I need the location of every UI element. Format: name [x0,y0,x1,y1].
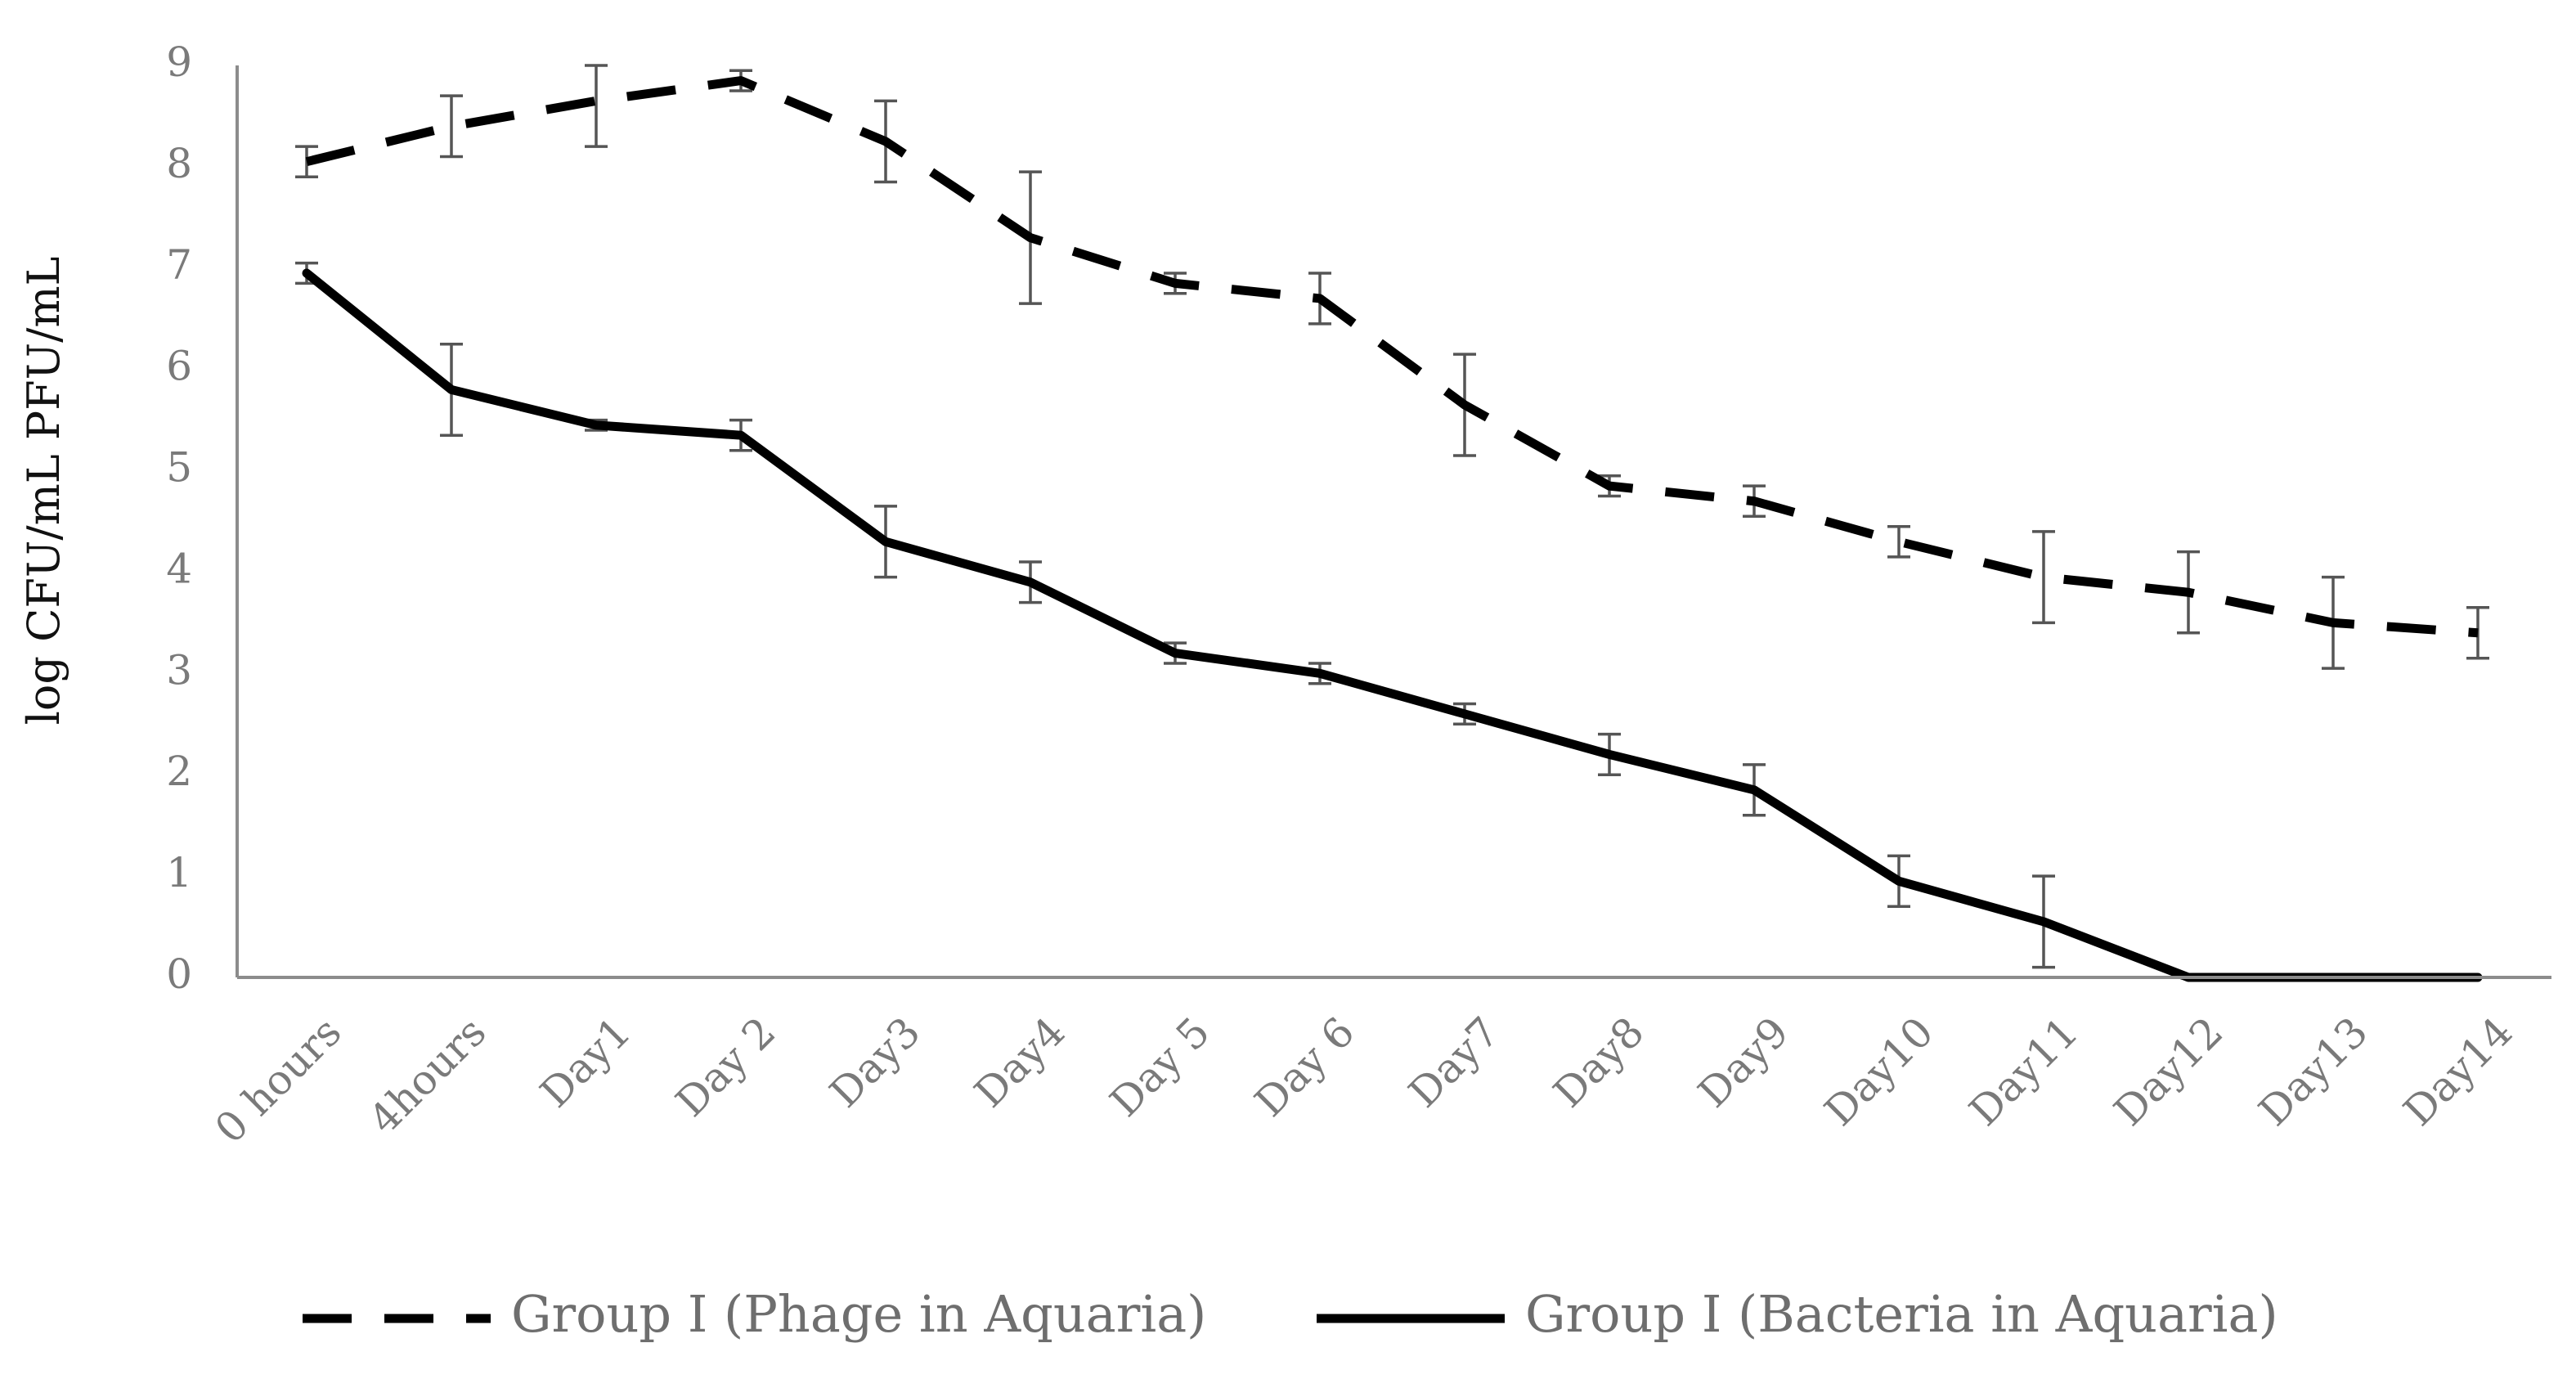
series-line [302,268,2483,982]
x-tick-label: Day 6 [1245,1008,1363,1125]
y-tick-label: 8 [166,140,192,187]
x-tick-label: Day12 [2105,1008,2232,1134]
y-tick-label: 3 [166,646,192,694]
x-tick-label: Day3 [821,1008,930,1116]
y-axis-title: log CFU/mL PFU/mL [18,257,70,725]
y-tick-label: 4 [166,545,192,592]
x-tick-label: 0 hours [206,1008,351,1152]
y-tick-label: 6 [166,343,192,390]
y-tick-label: 1 [166,849,192,896]
legend-label: Group I (Bacteria in Aquaria) [1525,1284,2278,1344]
legend: Group I (Phage in Aquaria) Group I (Bacte… [303,1284,2278,1344]
legend-item: Group I (Phage in Aquaria) [303,1284,1206,1344]
legend-label: Group I (Phage in Aquaria) [511,1284,1206,1344]
x-tick-label: Day8 [1545,1008,1654,1116]
plot-area [295,64,2489,982]
y-tick-label: 7 [166,241,192,289]
y-tick-label: 0 [166,950,192,998]
series-bacteria [295,261,2483,982]
y-tick-label: 5 [166,444,192,492]
x-tick-label: Day13 [2250,1008,2376,1134]
x-tick-label: Day9 [1690,1008,1798,1116]
x-tick-label: Day1 [532,1008,640,1116]
axes: 0 1 2 3 4 5 6 7 8 9 0 hours 4hours Day1 Day 2 Day3 Day4… [166,38,2551,1152]
x-tick-label: 4hours [360,1008,495,1143]
x-tick-label: Day14 [2394,1008,2521,1134]
x-tick-label: Day 2 [666,1008,784,1125]
legend-item: Group I (Bacteria in Aquaria) [1317,1284,2278,1344]
x-tick-label: Day10 [1815,1008,1942,1134]
series-line [305,76,2479,638]
x-tick-label: Day11 [1960,1008,2087,1134]
x-tick-label: Day4 [966,1008,1075,1116]
x-tick-label: Day 5 [1101,1008,1218,1125]
x-tick-label: Day7 [1400,1008,1509,1116]
series-phage [295,64,2489,670]
y-tick-label: 9 [166,38,192,86]
y-tick-label: 2 [166,748,192,795]
